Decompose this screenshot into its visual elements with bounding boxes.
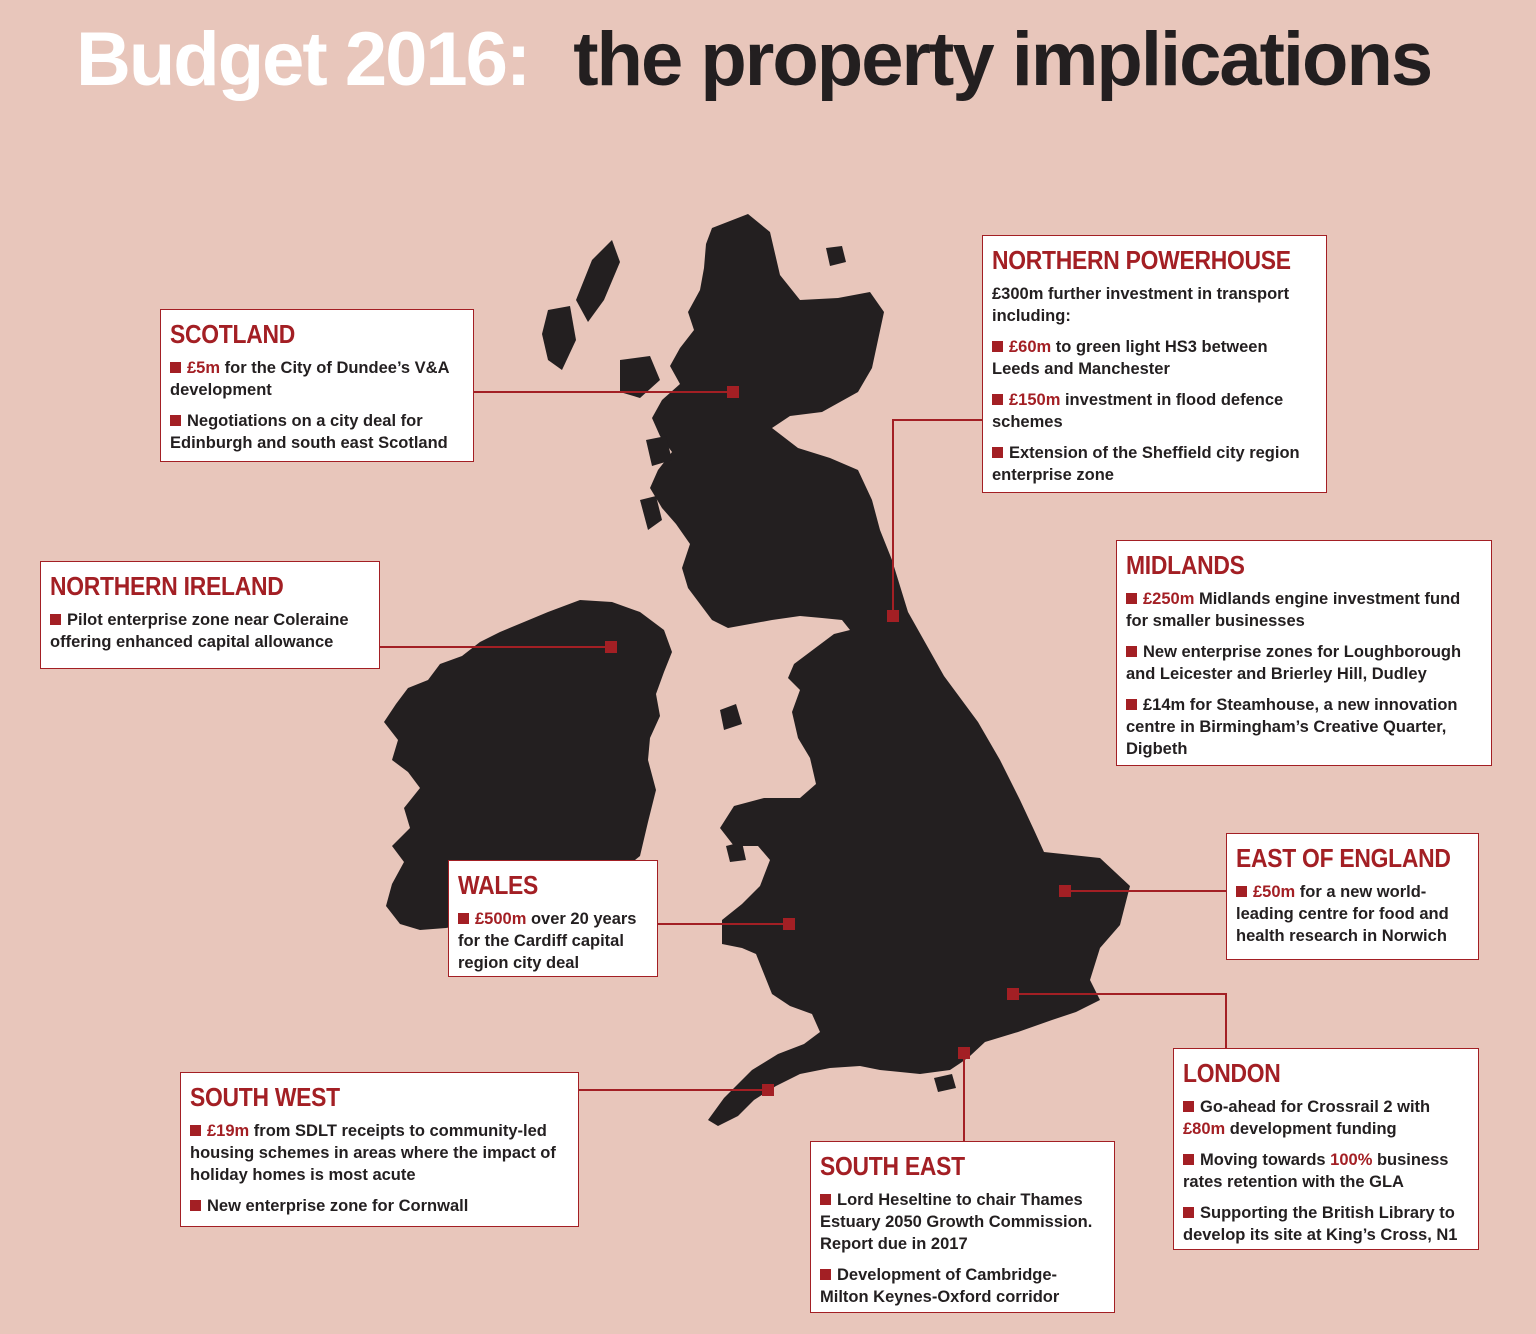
marker-london bbox=[1007, 988, 1019, 1000]
south-east-item-2: Development of Cambridge-Milton Keynes-O… bbox=[820, 1265, 1060, 1306]
scotland-item-1: £5m for the City of Dundee’s V&A develop… bbox=[170, 358, 449, 399]
marker-east-of-england bbox=[1059, 885, 1071, 897]
scotland-heading: SCOTLAND bbox=[170, 319, 296, 349]
title-subject: the property implications bbox=[573, 17, 1433, 102]
marker-south-west bbox=[762, 1084, 774, 1096]
leader-lines bbox=[380, 391, 1227, 1141]
bullet-icon bbox=[1126, 698, 1137, 710]
leader-northern-powerhouse bbox=[892, 419, 982, 616]
bullet-icon bbox=[50, 613, 61, 625]
bullet-icon bbox=[820, 1268, 831, 1280]
northern-ireland-item-1: Pilot enterprise zone near Coleraine off… bbox=[50, 610, 349, 651]
south-east-box: SOUTH EAST Lord Heseltine to chair Thame… bbox=[810, 1141, 1115, 1313]
northern-powerhouse-item-3: Extension of the Sheffield city region e… bbox=[992, 443, 1300, 484]
east-of-england-box: EAST OF ENGLAND £50m for a new world-lea… bbox=[1226, 833, 1479, 960]
orkney bbox=[826, 246, 846, 266]
midlands-item-1: £250m Midlands engine investment fund fo… bbox=[1126, 589, 1461, 630]
northern-powerhouse-heading: NORTHERN POWERHOUSE bbox=[992, 245, 1291, 275]
bullet-icon bbox=[820, 1193, 831, 1205]
northern-powerhouse-item-1: £60m to green light HS3 between Leeds an… bbox=[992, 337, 1268, 378]
south-west-box: SOUTH WEST £19m from SDLT receipts to co… bbox=[180, 1072, 579, 1227]
london-item-1: Go-ahead for Crossrail 2 with £80m devel… bbox=[1183, 1097, 1431, 1138]
bullet-icon bbox=[190, 1124, 201, 1136]
bullet-icon bbox=[190, 1199, 201, 1211]
isle-of-man bbox=[720, 704, 742, 730]
hebrides-outer bbox=[542, 306, 576, 370]
marker-scotland bbox=[727, 386, 739, 398]
bullet-icon bbox=[170, 414, 181, 426]
bullet-icon bbox=[458, 912, 469, 924]
northern-powerhouse-item-2: £150m investment in flood defence scheme… bbox=[992, 390, 1284, 431]
bullet-icon bbox=[1183, 1153, 1194, 1165]
east-of-england-item-1: £50m for a new world-leading centre for … bbox=[1236, 882, 1449, 945]
leader-london bbox=[1013, 993, 1227, 1048]
midlands-item-2: New enterprise zones for Loughborough an… bbox=[1126, 642, 1462, 683]
location-markers bbox=[605, 386, 1071, 1096]
south-west-heading: SOUTH WEST bbox=[190, 1082, 340, 1112]
bullet-icon bbox=[992, 393, 1003, 405]
northern-powerhouse-intro: £300m further investment in transport in… bbox=[992, 284, 1290, 325]
page-title: Budget 2016: the property implications bbox=[76, 22, 1433, 98]
london-item-2: Moving towards 100% business rates reten… bbox=[1183, 1150, 1449, 1191]
marker-northern-ireland bbox=[605, 641, 617, 653]
scotland-box: SCOTLAND £5m for the City of Dundee’s V&… bbox=[160, 309, 474, 462]
midlands-heading: MIDLANDS bbox=[1126, 550, 1245, 580]
anglesey bbox=[726, 842, 746, 862]
south-east-heading: SOUTH EAST bbox=[820, 1151, 965, 1181]
hebrides-lewis bbox=[576, 240, 620, 322]
great-britain-landmass bbox=[650, 214, 1130, 1126]
northern-ireland-heading: NORTHERN IRELAND bbox=[50, 571, 284, 601]
wales-item-1: £500m over 20 years for the Cardiff capi… bbox=[458, 909, 637, 972]
isle-of-wight bbox=[934, 1074, 956, 1092]
midlands-item-3: £14m for Steamhouse, a new innovation ce… bbox=[1126, 695, 1458, 758]
landmass bbox=[384, 214, 1130, 1126]
scotland-item-2: Negotiations on a city deal for Edinburg… bbox=[170, 411, 448, 452]
bullet-icon bbox=[992, 340, 1003, 352]
wales-heading: WALES bbox=[458, 870, 539, 900]
east-of-england-heading: EAST OF ENGLAND bbox=[1236, 843, 1451, 873]
marker-northern-powerhouse bbox=[887, 610, 899, 622]
bullet-icon bbox=[1236, 885, 1247, 897]
wales-box: WALES £500m over 20 years for the Cardif… bbox=[448, 860, 658, 977]
title-year: Budget 2016: bbox=[76, 17, 531, 102]
london-box: LONDON Go-ahead for Crossrail 2 with £80… bbox=[1173, 1048, 1479, 1250]
south-west-item-2: New enterprise zone for Cornwall bbox=[190, 1195, 566, 1217]
south-west-item-1: £19m from SDLT receipts to community-led… bbox=[190, 1121, 556, 1184]
london-heading: LONDON bbox=[1183, 1058, 1281, 1088]
bullet-icon bbox=[170, 361, 181, 373]
london-item-3: Supporting the British Library to develo… bbox=[1183, 1203, 1458, 1244]
bullet-icon bbox=[1183, 1206, 1194, 1218]
northern-powerhouse-box: NORTHERN POWERHOUSE £300m further invest… bbox=[982, 235, 1327, 493]
mull bbox=[646, 436, 672, 466]
ireland-landmass bbox=[384, 600, 672, 930]
marker-wales bbox=[783, 918, 795, 930]
bullet-icon bbox=[992, 446, 1003, 458]
skye bbox=[620, 356, 660, 398]
bullet-icon bbox=[1183, 1100, 1194, 1112]
islay bbox=[640, 496, 662, 530]
south-east-item-1: Lord Heseltine to chair Thames Estuary 2… bbox=[820, 1190, 1093, 1253]
midlands-box: MIDLANDS £250m Midlands engine investmen… bbox=[1116, 540, 1492, 766]
northern-ireland-box: NORTHERN IRELAND Pilot enterprise zone n… bbox=[40, 561, 380, 669]
bullet-icon bbox=[1126, 645, 1137, 657]
bullet-icon bbox=[1126, 592, 1137, 604]
marker-south-east bbox=[958, 1047, 970, 1059]
